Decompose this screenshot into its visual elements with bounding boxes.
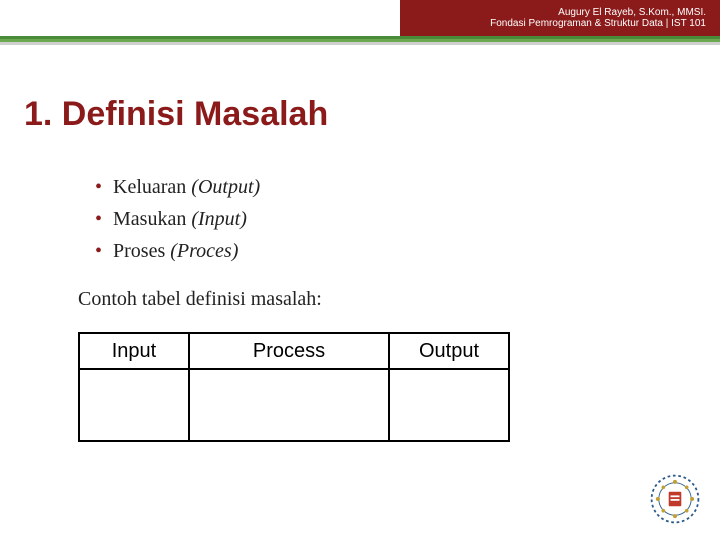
bullet-item: •Masukan (Input) bbox=[95, 204, 260, 234]
bullet-label: Keluaran bbox=[113, 176, 186, 198]
table-header-row: Input Process Output bbox=[79, 333, 509, 369]
bullet-list: •Keluaran (Output) •Masukan (Input) •Pro… bbox=[95, 172, 260, 268]
bullet-dot-icon: • bbox=[95, 204, 113, 234]
bullet-item: •Proses (Proces) bbox=[95, 236, 260, 266]
bullet-paren: (Input) bbox=[191, 208, 247, 230]
bullet-label: Masukan bbox=[113, 208, 186, 230]
table-cell bbox=[189, 369, 389, 441]
table-cell bbox=[79, 369, 189, 441]
slide-title: 1. Definisi Masalah bbox=[24, 95, 328, 134]
slide-header: Augury El Rayeb, S.Kom., MMSI. Fondasi P… bbox=[400, 0, 720, 36]
bullet-item: •Keluaran (Output) bbox=[95, 172, 260, 202]
university-logo-icon bbox=[648, 472, 702, 526]
definition-table: Input Process Output bbox=[78, 332, 510, 442]
bullet-dot-icon: • bbox=[95, 236, 113, 266]
bullet-label: Proses bbox=[113, 240, 165, 262]
header-course: Fondasi Pemrograman & Struktur Data | IS… bbox=[490, 18, 706, 29]
table-caption: Contoh tabel definisi masalah: bbox=[78, 288, 322, 311]
header-author: Augury El Rayeb, S.Kom., MMSI. bbox=[558, 7, 706, 18]
header-stripe-gray bbox=[0, 42, 720, 45]
table-header-process: Process bbox=[189, 333, 389, 369]
table-header-output: Output bbox=[389, 333, 509, 369]
bullet-paren: (Output) bbox=[191, 176, 260, 198]
bullet-paren: (Proces) bbox=[170, 240, 238, 262]
table-row bbox=[79, 369, 509, 441]
bullet-dot-icon: • bbox=[95, 172, 113, 202]
table-cell bbox=[389, 369, 509, 441]
table-header-input: Input bbox=[79, 333, 189, 369]
